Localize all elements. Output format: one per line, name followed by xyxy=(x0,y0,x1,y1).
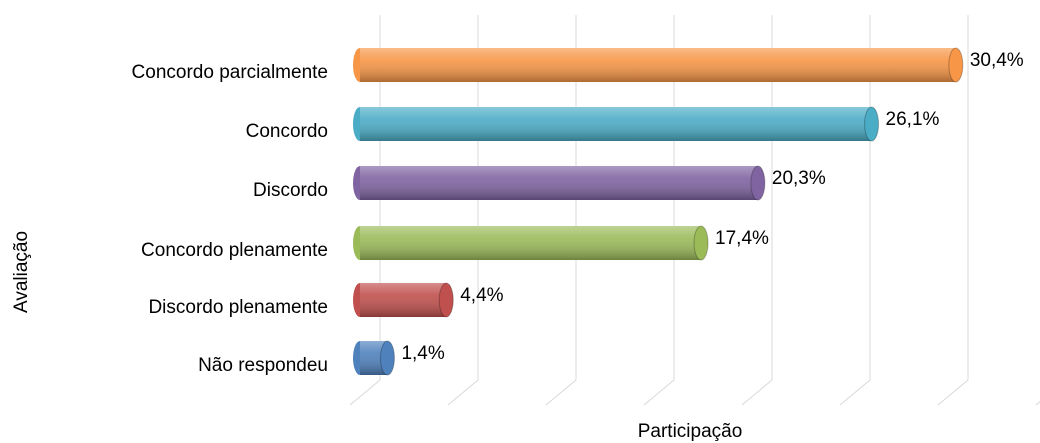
y-tick-label: Concordo xyxy=(246,121,328,142)
value-label: 26,1% xyxy=(886,109,940,130)
bar-cap-end xyxy=(750,165,766,201)
value-label: 17,4% xyxy=(715,228,769,249)
bar-group xyxy=(353,165,766,201)
y-tick-label: Discordo xyxy=(253,180,328,201)
bar-group xyxy=(353,225,709,261)
bar-cap-end xyxy=(864,106,880,142)
value-label: 1,4% xyxy=(401,343,444,364)
bar-shade xyxy=(360,283,447,317)
value-label: 20,3% xyxy=(772,168,826,189)
grid-line xyxy=(1035,401,1040,406)
y-axis-label: Avaliação xyxy=(11,231,32,313)
grid-line xyxy=(937,15,969,406)
bar-group xyxy=(353,47,964,83)
y-tick-label: Não respondeu xyxy=(198,355,328,376)
value-label: 4,4% xyxy=(460,285,503,306)
bar-cap-end xyxy=(948,47,964,83)
y-tick-label: Concordo parcialmente xyxy=(132,62,328,83)
x-axis-label: Participação xyxy=(638,421,743,442)
bar-cap-end xyxy=(379,340,395,376)
bar-shade xyxy=(360,226,702,260)
bar-shade xyxy=(360,107,872,141)
bar-cap-end xyxy=(438,282,454,318)
bar-group xyxy=(353,106,880,142)
bar-group xyxy=(353,282,454,318)
bar-group xyxy=(353,340,395,376)
bar-shade xyxy=(360,166,758,200)
value-label: 30,4% xyxy=(970,50,1024,71)
y-tick-label: Discordo plenamente xyxy=(148,297,328,318)
bar-cap-end xyxy=(693,225,709,261)
bar-shade xyxy=(360,48,956,82)
y-tick-label: Concordo plenamente xyxy=(141,240,328,261)
